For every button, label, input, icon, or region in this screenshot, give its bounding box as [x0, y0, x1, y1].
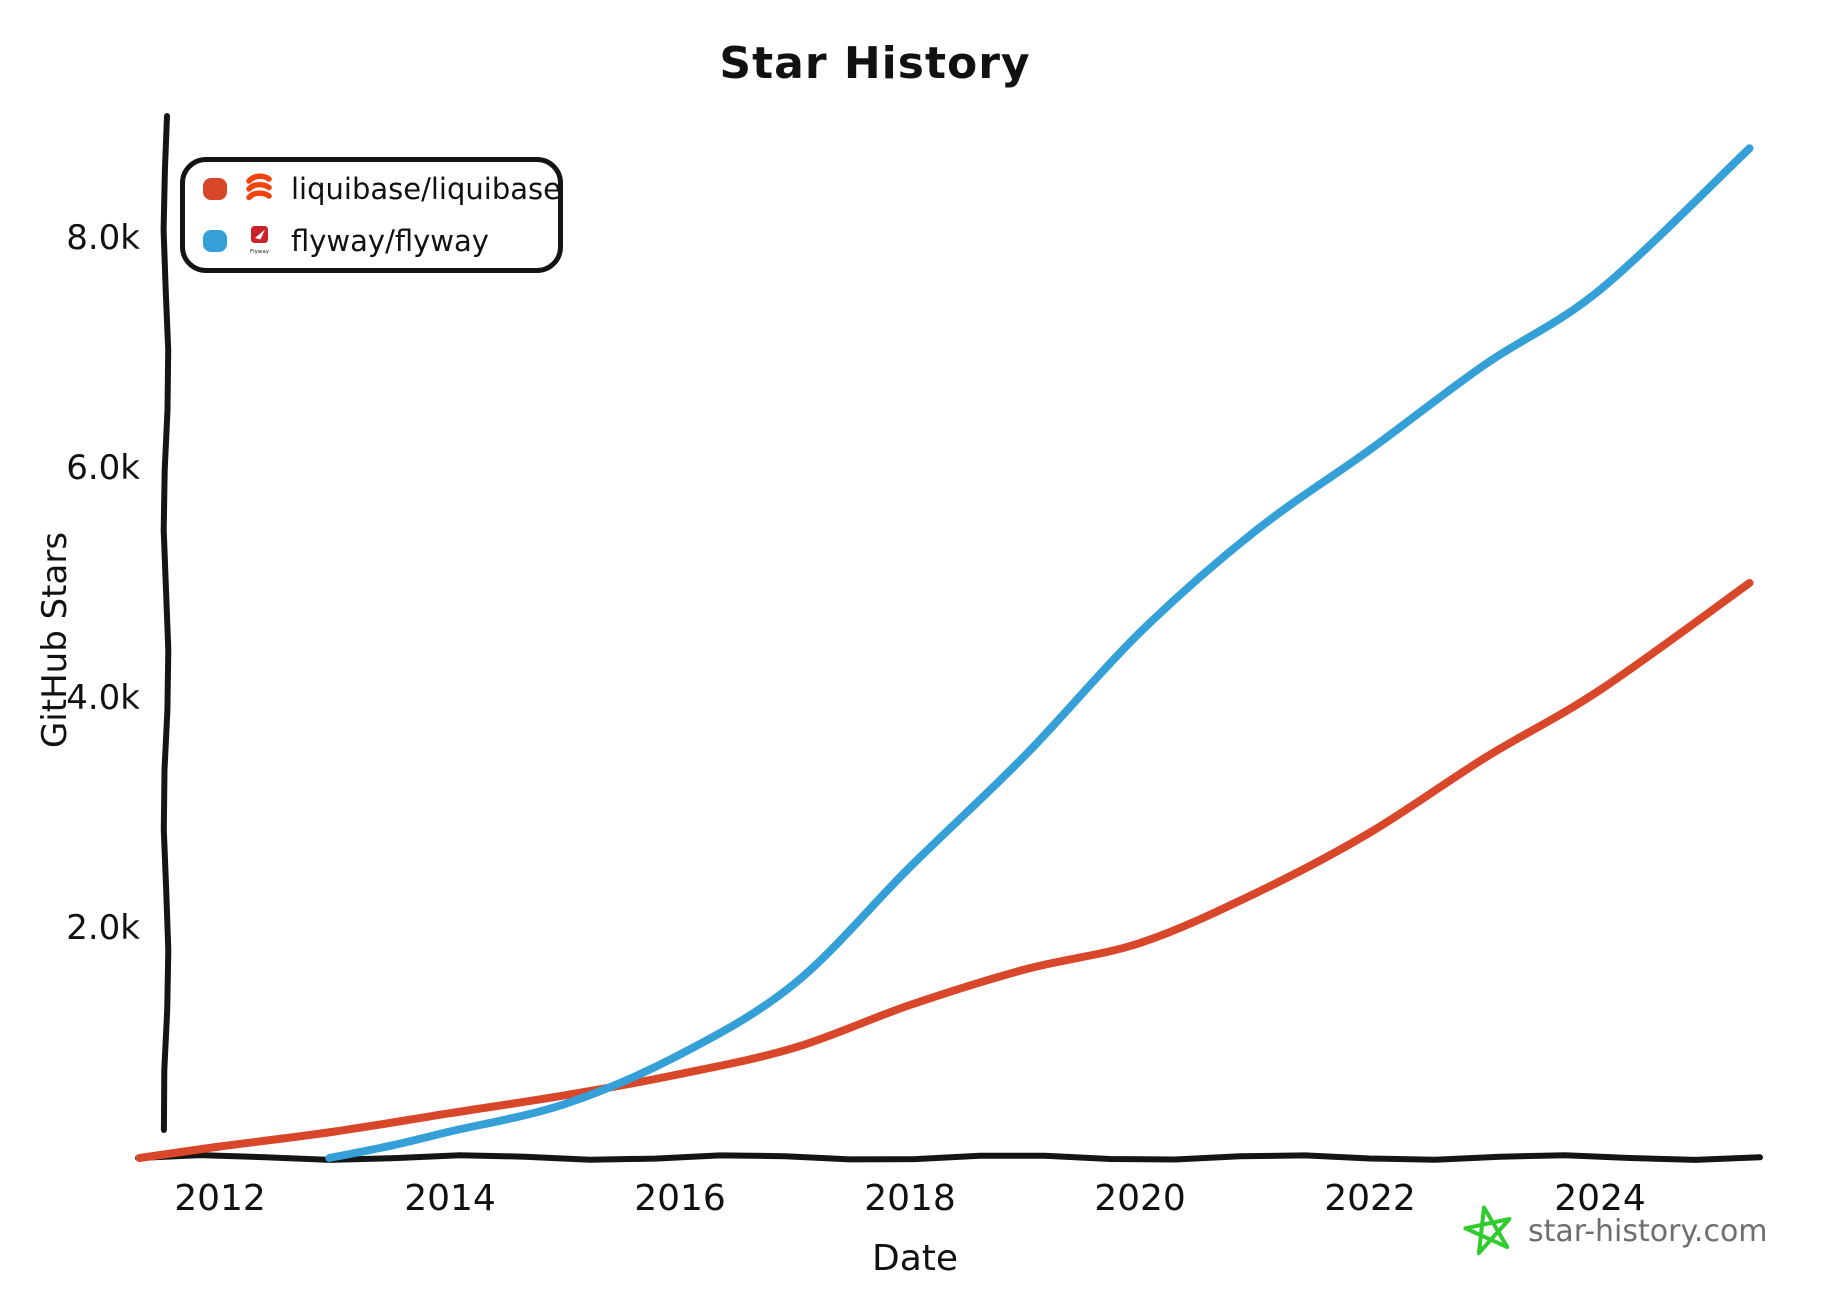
- x-axis-title: Date: [871, 1238, 959, 1279]
- series-line-flyway: [325, 144, 1754, 1162]
- footer-site-link[interactable]: star-history.com: [1528, 1213, 1768, 1249]
- x-tick-label: 2022: [1324, 1178, 1416, 1219]
- y-tick-label: 8.0k: [66, 218, 140, 258]
- legend-label-liquibase: liquibase/liquibase: [291, 172, 561, 206]
- y-tick-label: 2.0k: [66, 908, 140, 948]
- legend: liquibase/liquibase Flyway flyway/flyway: [180, 157, 563, 273]
- legend-label-flyway: flyway/flyway: [291, 224, 489, 258]
- legend-swatch-flyway: [203, 230, 227, 252]
- x-tick-label: 2016: [634, 1178, 726, 1219]
- y-tick-label: 6.0k: [66, 448, 140, 488]
- y-axis-line: [160, 113, 172, 1133]
- x-tick-label: 2012: [174, 1178, 266, 1219]
- liquibase-logo-icon: [241, 173, 277, 205]
- legend-item-liquibase: liquibase/liquibase: [203, 168, 561, 210]
- footer-branding[interactable]: star-history.com: [1462, 1204, 1768, 1258]
- y-axis-title: GitHub Stars: [35, 531, 75, 749]
- y-tick-label: 4.0k: [66, 678, 140, 718]
- star-icon: [1463, 1205, 1512, 1256]
- x-tick-label: 2020: [1094, 1178, 1186, 1219]
- flyway-logo-icon: Flyway: [241, 226, 277, 256]
- x-axis-line: [135, 1152, 1763, 1163]
- x-tick-label: 2014: [404, 1178, 496, 1219]
- x-tick-label: 2018: [864, 1178, 956, 1219]
- chart-title: Star History: [719, 38, 1031, 89]
- legend-item-flyway: Flyway flyway/flyway: [203, 220, 558, 262]
- x-tick-label: 2024: [1554, 1178, 1646, 1219]
- legend-swatch-liquibase: [203, 178, 227, 200]
- series-line-liquibase: [135, 579, 1754, 1162]
- flyway-logo-text: Flyway: [250, 249, 270, 255]
